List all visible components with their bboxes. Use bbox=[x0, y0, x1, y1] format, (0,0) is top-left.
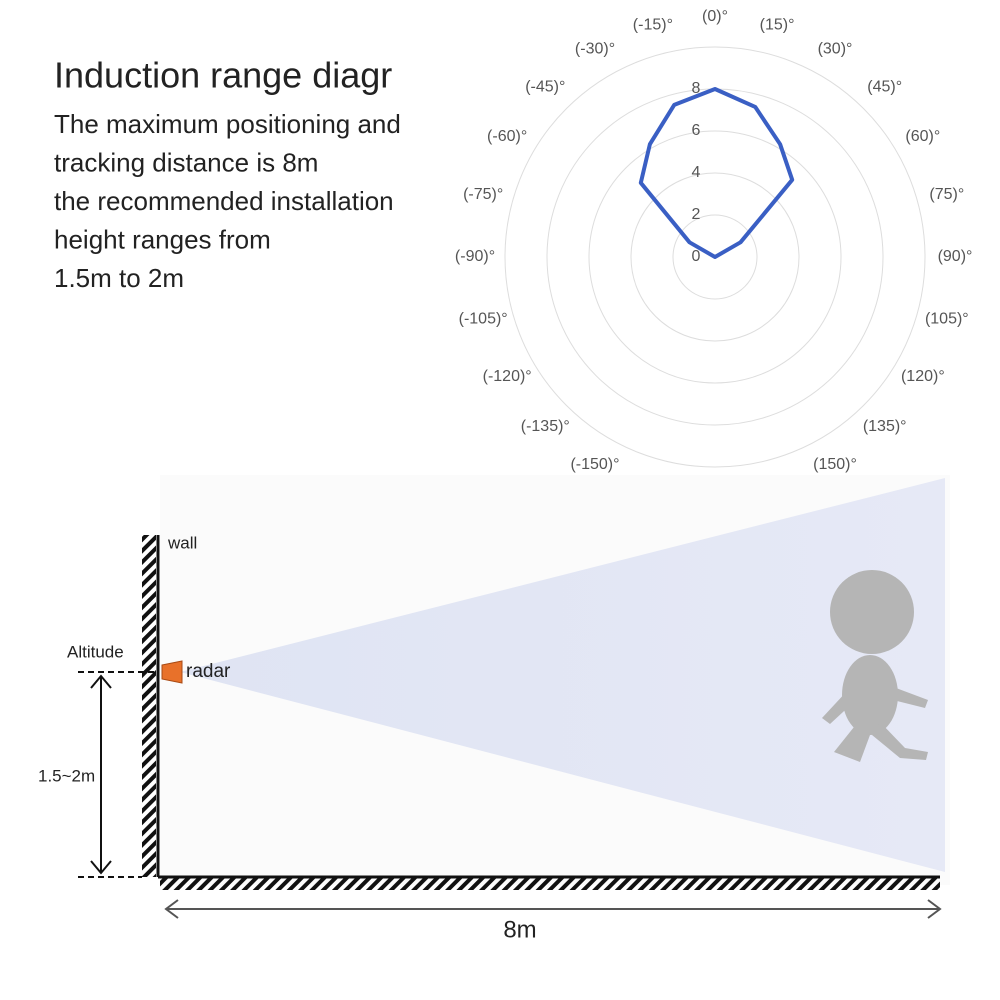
grid-ring bbox=[672, 214, 758, 300]
radar-label: radar bbox=[186, 661, 231, 682]
angle-label: (-75)° bbox=[463, 186, 503, 203]
description-line: The maximum positioning and bbox=[54, 109, 401, 139]
r-tick-label: 6 bbox=[692, 122, 701, 139]
floor bbox=[160, 878, 940, 890]
r-tick-label: 0 bbox=[692, 248, 701, 265]
arrow-head bbox=[90, 674, 112, 689]
angle-label: (45)° bbox=[867, 79, 902, 96]
description-line: tracking distance is 8m bbox=[54, 147, 318, 177]
height-label: 1.5~2m bbox=[38, 766, 95, 785]
angle-label: (-30)° bbox=[575, 40, 615, 57]
angle-label: (105)° bbox=[925, 310, 969, 327]
r-tick-label: 2 bbox=[692, 206, 701, 223]
angle-label: (75)° bbox=[929, 186, 964, 203]
angle-label: (-105)° bbox=[459, 310, 508, 327]
description-line: the recommended installation bbox=[54, 186, 394, 216]
title: Induction range diagr bbox=[54, 55, 392, 96]
angle-label: (120)° bbox=[901, 368, 945, 385]
angle-label: (150)° bbox=[813, 456, 857, 473]
r-tick-label: 8 bbox=[692, 80, 701, 97]
description-line: height ranges from bbox=[54, 224, 271, 254]
angle-label: (-120)° bbox=[483, 368, 532, 385]
arrow-head bbox=[164, 899, 179, 919]
description: The maximum positioning and tracking dist… bbox=[54, 109, 401, 293]
arrow-head bbox=[927, 899, 942, 919]
angle-label: (-60)° bbox=[487, 128, 527, 145]
r-tick-label: 4 bbox=[692, 164, 701, 181]
distance-label: 8m bbox=[503, 916, 536, 943]
radar-icon bbox=[161, 660, 183, 684]
angle-label: (60)° bbox=[905, 128, 940, 145]
angle-label: (135)° bbox=[863, 418, 907, 435]
person bbox=[822, 570, 928, 762]
polar-chart: 0 2 4 6 8 (0)° (15)° (30)° (45)° (60)° (75)° (90)° (… bbox=[455, 8, 973, 505]
outer-ring bbox=[504, 46, 926, 468]
angle-label: (-15)° bbox=[633, 16, 673, 33]
grid-ring bbox=[588, 130, 842, 384]
angle-label: (15)° bbox=[760, 16, 795, 33]
radar-beam bbox=[180, 478, 945, 872]
arrow-head bbox=[90, 860, 112, 875]
grid-ring bbox=[630, 172, 800, 342]
range-polygon bbox=[638, 87, 795, 259]
wall-label: wall bbox=[167, 533, 197, 552]
description-line: 1.5m to 2m bbox=[54, 263, 184, 293]
angle-label: (-150)° bbox=[570, 456, 619, 473]
angle-label: (-135)° bbox=[521, 418, 570, 435]
angle-label: (-45)° bbox=[525, 79, 565, 96]
angle-label: (90)° bbox=[938, 248, 973, 265]
angle-label: (30)° bbox=[818, 40, 853, 57]
angle-label: (0)° bbox=[702, 8, 728, 25]
wall bbox=[142, 535, 156, 877]
angle-label: (-90)° bbox=[455, 248, 495, 265]
altitude-label: Altitude bbox=[67, 642, 124, 661]
